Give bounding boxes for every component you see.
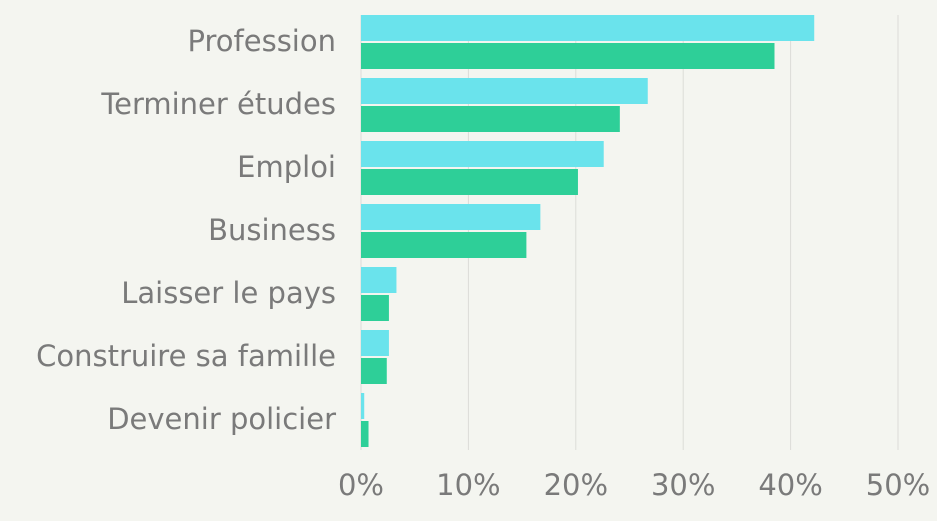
y-tick-label: Business — [208, 213, 336, 247]
bar — [361, 78, 648, 104]
bar — [361, 421, 369, 447]
x-tick-label: 20% — [544, 468, 608, 502]
bar — [361, 15, 815, 41]
x-tick-label: 30% — [651, 468, 715, 502]
y-tick-label: Emploi — [237, 150, 336, 184]
bar — [361, 106, 620, 132]
bar — [361, 204, 541, 230]
bar — [361, 169, 578, 195]
y-tick-label: Construire sa famille — [36, 339, 336, 373]
bar — [361, 232, 527, 258]
bar — [361, 267, 397, 293]
bar — [361, 141, 604, 167]
bar — [361, 358, 387, 384]
bar — [361, 295, 389, 321]
y-tick-label: Profession — [188, 24, 336, 58]
bar — [361, 393, 365, 419]
x-tick-label: 40% — [758, 468, 822, 502]
bar — [361, 330, 389, 356]
x-tick-label: 0% — [338, 468, 384, 502]
bar — [361, 43, 775, 69]
y-tick-label: Terminer études — [100, 87, 336, 121]
x-tick-label: 50% — [866, 468, 930, 502]
x-tick-label: 10% — [436, 468, 500, 502]
y-tick-label: Laisser le pays — [121, 276, 336, 310]
y-tick-label: Devenir policier — [107, 402, 336, 436]
